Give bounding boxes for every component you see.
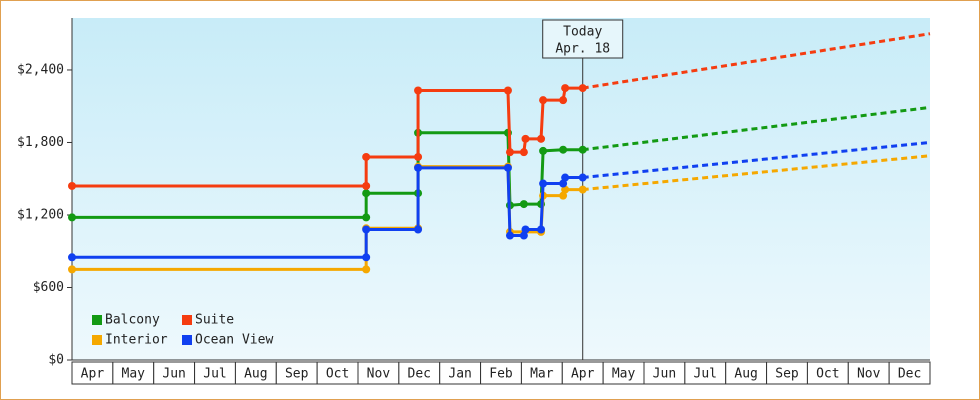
point — [505, 231, 514, 240]
point — [578, 185, 587, 194]
x-tick-label: Nov — [367, 367, 391, 382]
point — [537, 225, 546, 234]
point — [362, 265, 371, 274]
point — [539, 179, 548, 188]
point — [362, 181, 371, 190]
point — [561, 173, 570, 182]
point — [578, 173, 587, 182]
x-tick-label: Jun — [653, 367, 676, 382]
legend-label: Suite — [195, 313, 234, 328]
x-tick-label: May — [612, 367, 636, 382]
today-box — [542, 19, 624, 59]
point — [68, 265, 76, 274]
x-tick-label: Dec — [408, 367, 431, 382]
point — [578, 145, 587, 154]
x-tick-label: Mar — [530, 367, 554, 382]
point — [519, 231, 528, 240]
point — [578, 84, 587, 93]
point — [362, 253, 371, 262]
x-tick-label: Sep — [285, 367, 309, 382]
point — [537, 134, 546, 143]
x-tick-label: Apr — [571, 367, 595, 382]
x-tick-label: Apr — [81, 367, 105, 382]
x-tick-label: Dec — [898, 367, 921, 382]
point — [539, 146, 548, 155]
x-tick-label: Oct — [326, 367, 349, 382]
point — [539, 96, 548, 105]
forecast-line — [582, 140, 931, 180]
point — [414, 152, 423, 161]
point — [362, 189, 371, 198]
point — [68, 213, 76, 222]
forecast-line — [582, 154, 931, 192]
point — [521, 134, 530, 143]
point — [521, 225, 530, 234]
today-date: Apr. 18 — [555, 42, 610, 57]
point — [68, 181, 76, 190]
x-tick-label: Aug — [244, 367, 267, 382]
point — [559, 191, 568, 200]
point — [561, 185, 570, 194]
point — [559, 145, 568, 154]
point — [561, 84, 570, 93]
point — [414, 225, 423, 234]
point — [414, 163, 423, 172]
legend-swatch — [182, 335, 192, 345]
today-label: Today — [563, 25, 602, 40]
legend-label: Ocean View — [195, 333, 273, 348]
x-tick-label: Sep — [775, 367, 799, 382]
x-tick-label: Jul — [694, 367, 717, 382]
point — [503, 86, 512, 95]
y-tick-label: $600 — [33, 280, 64, 295]
point — [68, 253, 76, 262]
x-tick-label: May — [122, 367, 146, 382]
x-tick-label: Jun — [162, 367, 185, 382]
month-cell — [888, 361, 931, 385]
point — [414, 86, 423, 95]
legend-swatch — [92, 315, 102, 325]
legend-swatch — [182, 315, 192, 325]
point — [519, 148, 528, 157]
point — [559, 179, 568, 188]
x-tick-label: Feb — [489, 367, 513, 382]
plot-area — [72, 18, 930, 360]
forecast-line — [582, 105, 931, 152]
point — [505, 148, 514, 157]
point — [503, 163, 512, 172]
y-tick-label: $1,200 — [17, 207, 64, 222]
legend-swatch — [92, 335, 102, 345]
legend-label: Balcony — [105, 313, 160, 328]
y-tick-label: $0 — [48, 353, 64, 368]
x-tick-label: Jul — [203, 367, 226, 382]
x-tick-label: Jan — [448, 367, 471, 382]
x-tick-label: Nov — [857, 367, 881, 382]
x-tick-label: Aug — [734, 367, 757, 382]
point — [362, 213, 371, 222]
y-tick-label: $1,800 — [17, 135, 64, 150]
point — [559, 96, 568, 105]
forecast-line — [582, 32, 931, 90]
legend-label: Interior — [105, 333, 168, 348]
point — [362, 152, 371, 161]
point — [519, 200, 528, 209]
x-tick-label: Oct — [816, 367, 839, 382]
y-tick-label: $2,400 — [17, 62, 64, 77]
point — [362, 225, 371, 234]
